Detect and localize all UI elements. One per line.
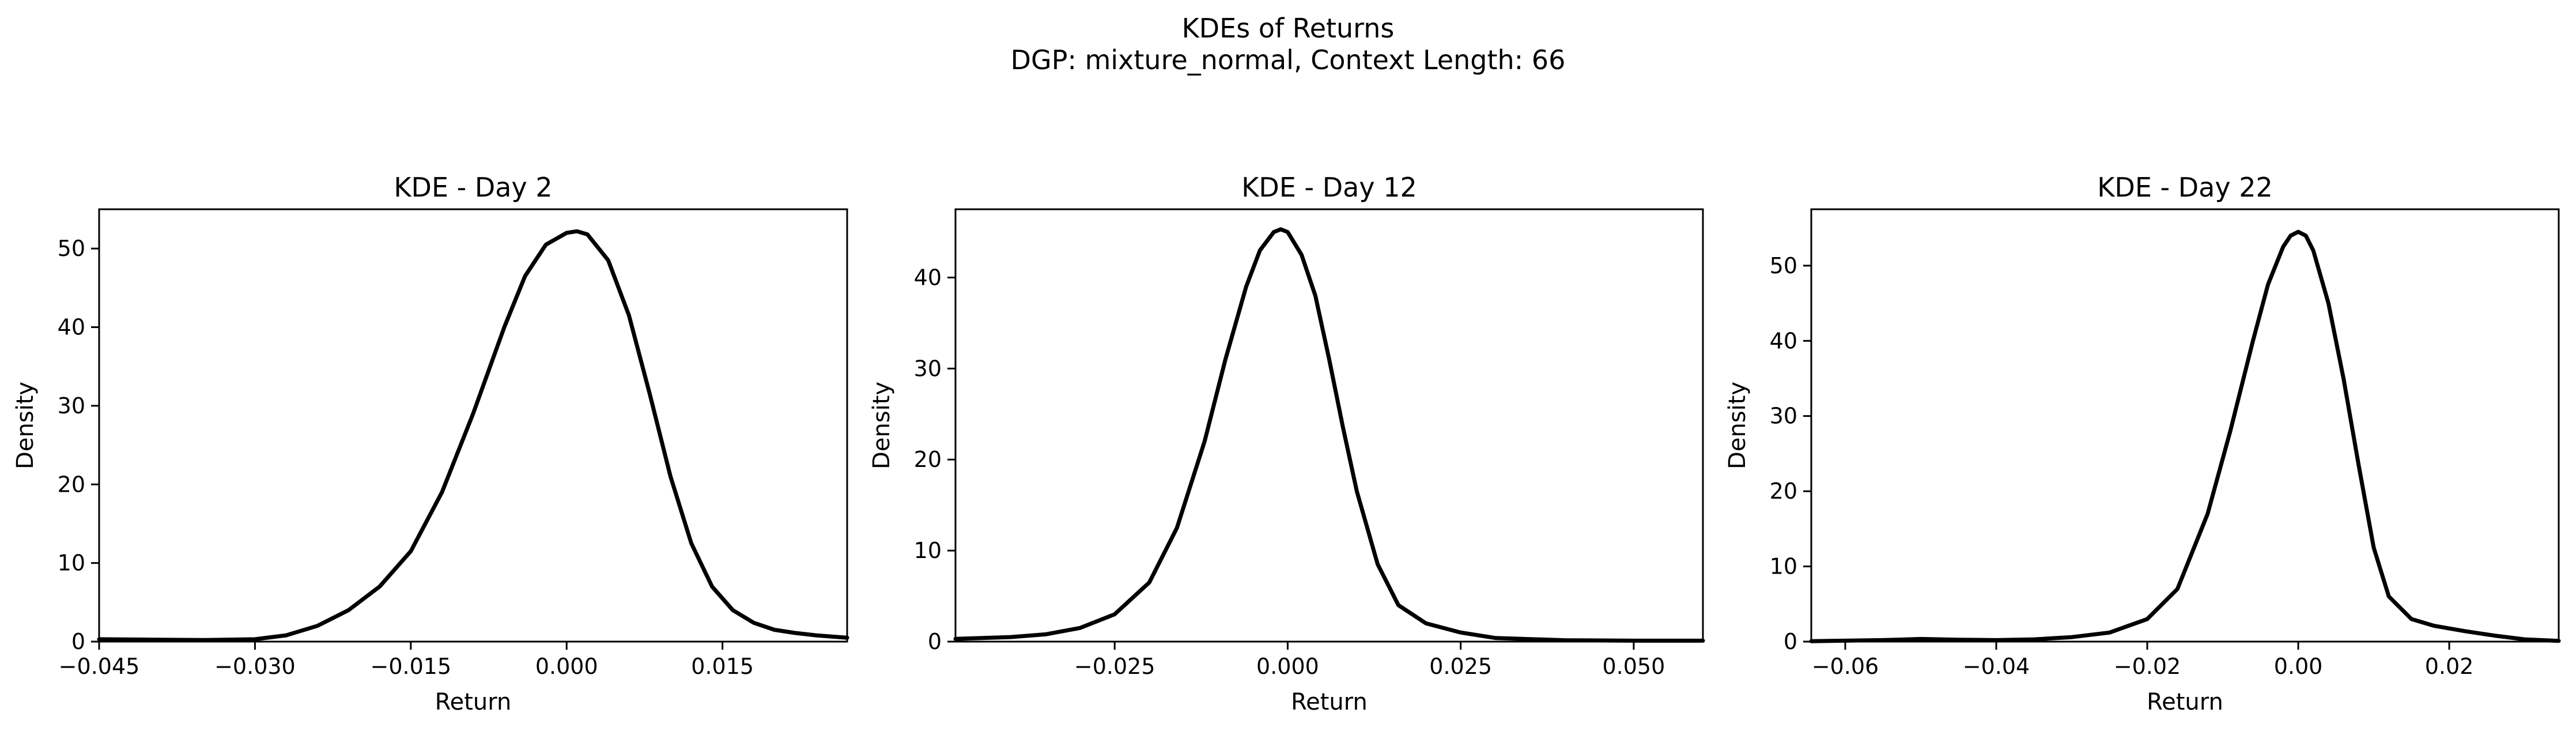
y-tick-label: 40	[58, 315, 85, 340]
x-tick-label: −0.045	[59, 654, 140, 679]
kde-curve	[97, 229, 849, 642]
subplots: KDE - Day 2−0.045 −0.030 −0.015 0.000 0.0150…	[12, 172, 2561, 715]
kde-curve	[953, 227, 1705, 643]
axes-frame	[954, 208, 1704, 643]
x-tick-label: 0.050	[1603, 654, 1665, 679]
y-tick-label: 20	[58, 472, 85, 497]
x-tick-label: 0.02	[2425, 654, 2474, 679]
x-axis-label: Return	[2147, 689, 2223, 715]
y-tick-label: 40	[914, 265, 942, 290]
x-tick-label: 0.000	[1256, 654, 1319, 679]
x-tick-label: −0.04	[1963, 654, 2030, 679]
figure-title-line1: KDEs of Returns	[1182, 13, 1395, 44]
subplot-title: KDE - Day 22	[2097, 172, 2272, 203]
y-tick-label: 10	[914, 538, 942, 563]
subplot-1: KDE - Day 2 −0.045 −0.030 −0.015 0.000 0.015 0…	[12, 172, 849, 715]
y-tick-label: 20	[1770, 478, 1797, 504]
y-tick-label: 0	[928, 629, 942, 654]
y-tick-label: 30	[58, 393, 85, 419]
subplot-title: KDE - Day 12	[1241, 172, 1417, 203]
y-tick-label: 0	[1784, 629, 1797, 654]
y-tick-label: 50	[1770, 253, 1797, 278]
y-tick-label: 0	[71, 629, 85, 654]
y-tick-label: 40	[1770, 328, 1797, 353]
figure-title-line2: DGP: mixture_normal, Context Length: 66	[1011, 44, 1566, 76]
x-tick-label: −0.030	[214, 654, 296, 679]
y-tick-label: 30	[914, 356, 942, 381]
y-tick-label: 10	[58, 551, 85, 576]
axes-frame	[98, 208, 848, 643]
subplot-2: KDE - Day 12 −0.025 0.000 0.025 0.050 0 10 20 30…	[868, 172, 1705, 715]
x-tick-label: 0.00	[2274, 654, 2323, 679]
x-tick-label: 0.000	[535, 654, 598, 679]
axes-frame	[1810, 208, 2560, 643]
x-axis-label: Return	[435, 689, 512, 715]
x-tick-label: −0.015	[371, 654, 452, 679]
subplot-3: KDE - Day 22 −0.06 −0.04 −0.02 0.00 0.02 0 10 20…	[1724, 172, 2561, 715]
x-tick-label: −0.06	[1812, 654, 1879, 679]
kde-curve	[1809, 229, 2561, 643]
y-tick-label: 30	[1770, 404, 1797, 429]
y-axis-label: Density	[1724, 382, 1751, 469]
subplot-title: KDE - Day 2	[394, 172, 552, 203]
x-tick-label: 0.025	[1429, 654, 1492, 679]
y-tick-label: 20	[914, 447, 942, 472]
y-tick-label: 50	[58, 236, 85, 261]
y-axis-label: Density	[868, 382, 895, 469]
x-tick-label: −0.025	[1074, 654, 1155, 679]
y-axis-label: Density	[12, 382, 39, 469]
x-tick-label: 0.015	[691, 654, 754, 679]
x-axis-label: Return	[1291, 689, 1368, 715]
y-tick-label: 10	[1770, 554, 1797, 579]
x-tick-label: −0.02	[2114, 654, 2181, 679]
